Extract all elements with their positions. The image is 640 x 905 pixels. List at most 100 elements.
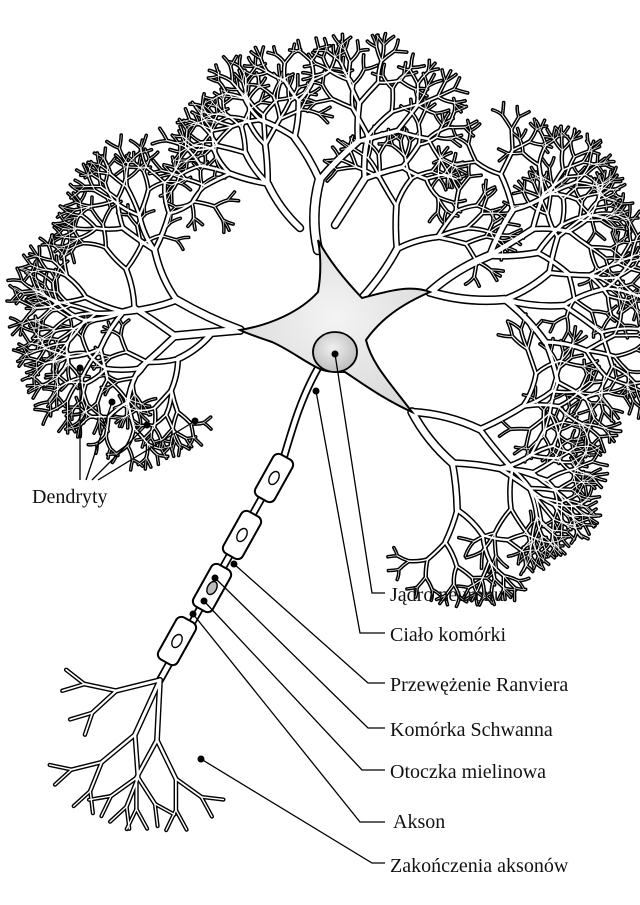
dendrite-branch-fill [302,75,316,80]
dendrite-branch-fill [596,153,599,166]
dendrite-branch-fill [356,129,400,144]
dendrite-branch-fill [587,274,610,297]
dendrite-branch-fill [602,315,612,329]
dendrite-branch-fill [64,221,78,229]
dendrite-branch-fill [524,447,531,463]
dendrite-branch-fill [523,521,533,535]
dendrite-branch-fill [445,74,457,82]
dendrite-branch-fill [280,79,289,88]
dendrite-branch-fill [193,144,215,151]
dendrite-branch-fill [172,411,179,430]
dendrite-branch-fill [104,147,106,160]
dendrite-branch-fill [234,73,244,83]
dendrite-branch-fill [566,531,575,540]
dendrite-branch-fill [477,404,525,432]
dendrite-branch-fill [541,535,554,546]
dendrite-branch-fill [217,106,230,118]
dendrite-branch-fill [426,288,508,304]
dendrite-branch-fill [187,124,200,128]
dendrite-branch-fill [114,415,125,418]
dendrite-branch-fill [43,328,55,338]
dendrite-branch-fill [489,231,504,248]
dendrite-branch-fill [146,442,162,450]
dendrite-branch-fill [122,319,130,326]
dendrite-branch-fill [54,382,68,392]
dendrite-branch-fill [603,427,615,442]
dendrite-branch-fill [570,457,576,468]
dendrite-branch-fill [492,216,503,224]
dendrite-branch-fill [193,437,202,446]
dendrite-branch-fill [22,375,35,381]
dendrite-branch-fill [25,299,37,304]
dendrite-branch-fill [393,547,398,557]
dendrite-branch-fill [303,102,317,106]
dendrite-branch-fill [69,412,83,416]
dendrite-branch-fill [102,208,111,225]
dendrite-branch-fill [610,178,623,180]
dendrite-branch-fill [560,438,573,447]
dendrite-branch-fill [610,197,619,206]
dendrite-branch-fill [33,319,44,322]
dendrite-branch-fill [523,180,526,192]
dendrite-branch-fill [246,84,260,87]
dendrite-branch-fill [519,129,527,140]
dendrite-branch-fill [522,177,534,183]
dendrite-branch-fill [142,437,146,448]
dendrite-branch-fill [396,569,400,580]
dendrite-branch-fill [126,366,142,404]
dendrite-branch-fill [508,229,522,236]
dendrite-branch-fill [106,378,126,399]
dendrite-branch-fill [473,260,478,278]
dendrite-branch-fill [67,419,76,433]
dendrite-branch-fill [625,382,640,385]
dendrite-branch-fill [441,69,446,82]
axon-terminal-fill [154,803,159,827]
dendrite-branch-fill [610,315,625,327]
dendrite-branch-fill [267,52,277,56]
dendrite-branch-fill [621,257,626,269]
dendrite-branch-fill [96,402,100,421]
dendrite-branch-fill [527,534,532,558]
dendrite-branch-fill [630,294,635,306]
dendrite-branch-fill [161,448,167,459]
dendrite-branch-fill [140,234,162,247]
dendrite-branch-fill [635,345,640,350]
dendrite-branch-fill [68,229,71,243]
dendrite-branch-fill [76,227,97,230]
dendrite-branch-fill [102,387,110,393]
dendrite-branch-fill [558,356,572,369]
dendrite-branch-fill [214,167,218,178]
dendrite-branch-fill [35,294,42,305]
dendrite-branch-fill [148,170,163,174]
dendrite-branch-fill [45,353,55,361]
dendrite-branch-fill [115,166,128,175]
dendrite-branch-fill [222,90,229,101]
dendrite-branch-fill [502,114,513,130]
dendrite-branch-fill [468,163,470,177]
dendrite-branch-fill [136,225,142,247]
dendrite-branch-fill [189,119,205,129]
dendrite-branch-fill [50,270,57,280]
dendrite-branch-fill [165,388,173,416]
dendrite-branch-fill [596,157,606,166]
dendrite-branch-fill [455,175,466,180]
dendrite-branch-fill [202,93,205,107]
dendrite-branch-fill [556,219,581,239]
dendrite-branch-fill [247,97,265,117]
dendrite-branch-fill [174,168,187,171]
dendrite-branch-fill [580,390,600,400]
dendrite-branch-fill [437,196,440,214]
dendrite-branch-fill [353,148,369,159]
dendrite-branch-fill [393,204,399,252]
dendrite-branch-fill [404,140,411,158]
dendrite-branch-fill [577,481,585,495]
dendrite-branch-fill [188,134,190,149]
dendrite-branch-fill [620,300,637,314]
dendrite-branch-fill [582,479,592,482]
dendrite-branch-fill [60,380,70,391]
dendrite-branch-fill [445,70,452,82]
dendrite-branch-fill [586,506,595,515]
dendrite-branch-fill [457,585,470,588]
dendrite-branch-fill [522,191,531,206]
dendrite-branch-fill [65,342,70,365]
